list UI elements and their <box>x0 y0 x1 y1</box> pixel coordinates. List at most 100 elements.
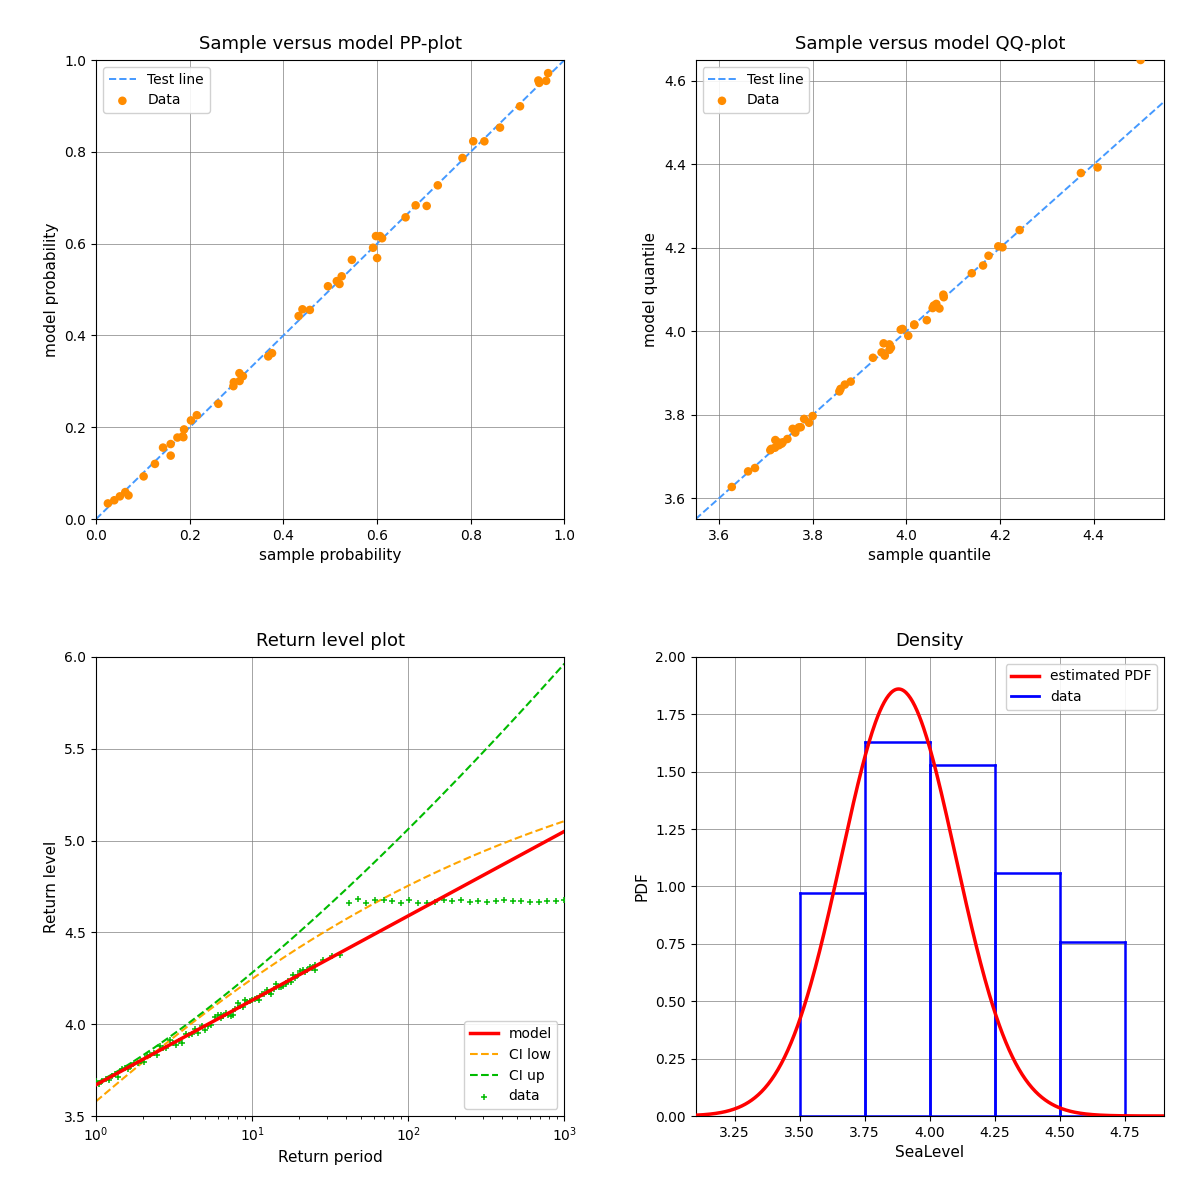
data <box>150 1037 169 1056</box>
data <box>144 1043 163 1062</box>
Data <box>104 491 124 510</box>
data <box>434 890 454 910</box>
Data <box>539 64 558 83</box>
Data <box>930 299 949 318</box>
Data <box>173 427 192 446</box>
Data <box>110 487 130 506</box>
data <box>176 1025 196 1044</box>
Title: Density: Density <box>895 631 964 649</box>
model <box>473 870 487 884</box>
data <box>167 1036 186 1055</box>
data <box>112 1060 131 1079</box>
CI low <box>367 896 382 911</box>
data <box>245 990 264 1009</box>
data <box>223 1006 242 1025</box>
data <box>295 962 314 982</box>
data <box>365 890 384 910</box>
Data <box>794 409 814 428</box>
Data <box>529 73 548 92</box>
Line: CI up: CI up <box>96 664 564 1082</box>
data <box>140 1045 160 1064</box>
data <box>205 1008 224 1027</box>
Data <box>791 418 810 437</box>
Data <box>772 434 791 454</box>
data <box>451 890 470 910</box>
CI up <box>89 1075 103 1090</box>
estimated PDF <box>923 743 937 757</box>
Data <box>168 428 187 448</box>
estimated PDF <box>892 682 906 696</box>
estimated PDF <box>926 755 941 769</box>
Data <box>745 458 764 478</box>
Data <box>119 486 138 505</box>
Data <box>766 438 785 457</box>
data <box>503 892 522 911</box>
data <box>100 1070 119 1090</box>
Legend: estimated PDF, data: estimated PDF, data <box>1006 664 1157 710</box>
CI up <box>557 656 571 671</box>
Data <box>224 373 244 392</box>
Data <box>1072 163 1091 182</box>
data <box>529 892 548 911</box>
data <box>340 894 359 913</box>
data <box>374 890 394 910</box>
data <box>460 892 479 911</box>
data <box>298 960 317 979</box>
data <box>169 1031 188 1050</box>
CI up <box>546 668 560 683</box>
Data <box>962 264 982 283</box>
Line: CI low: CI low <box>96 821 564 1102</box>
Data <box>396 208 415 227</box>
model <box>89 1078 103 1092</box>
Data <box>989 236 1008 256</box>
data <box>269 977 288 996</box>
data <box>121 1056 140 1075</box>
data <box>257 980 276 1000</box>
Data <box>992 238 1012 257</box>
Data <box>924 296 943 316</box>
CI low <box>314 926 329 941</box>
data <box>276 974 295 994</box>
data <box>96 1069 115 1088</box>
Data <box>880 335 899 354</box>
Data <box>463 132 482 151</box>
data <box>348 889 367 908</box>
Data <box>835 376 854 395</box>
data <box>173 1033 192 1052</box>
data <box>157 1038 176 1057</box>
Y-axis label: Return level: Return level <box>43 840 59 932</box>
data <box>511 892 530 911</box>
Data <box>259 347 278 366</box>
estimated PDF <box>1111 1109 1126 1123</box>
X-axis label: SeaLevel: SeaLevel <box>895 1145 965 1160</box>
data <box>115 1058 134 1078</box>
Data <box>769 436 788 455</box>
Data <box>874 334 893 353</box>
Data <box>1130 50 1150 70</box>
data <box>274 977 293 996</box>
Data <box>174 427 193 446</box>
data <box>288 966 307 985</box>
data <box>134 1052 154 1072</box>
Data <box>328 271 347 290</box>
data <box>494 890 514 910</box>
Data <box>293 300 312 319</box>
model <box>342 941 356 955</box>
data <box>242 990 262 1009</box>
Data <box>769 433 788 452</box>
model <box>546 830 560 845</box>
data <box>211 1006 230 1025</box>
CI up <box>314 905 329 919</box>
Data <box>803 407 822 426</box>
data <box>86 1072 106 1091</box>
data <box>266 974 286 994</box>
data <box>128 1054 148 1073</box>
CI low <box>546 817 560 832</box>
Data <box>187 406 206 425</box>
data <box>202 1015 221 1034</box>
Data <box>300 300 319 319</box>
Data <box>332 266 352 286</box>
data <box>400 890 419 910</box>
Data <box>881 338 900 358</box>
Data <box>428 175 448 194</box>
